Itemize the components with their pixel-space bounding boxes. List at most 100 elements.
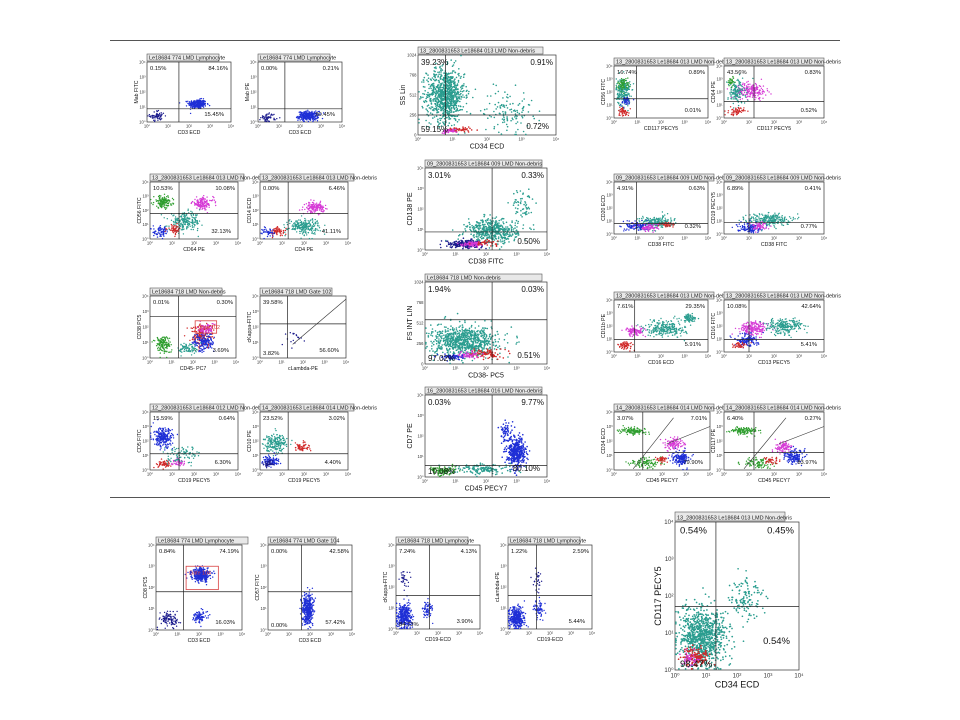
event-dot [278, 230, 281, 232]
event-dot [313, 211, 316, 213]
event-dot [504, 113, 507, 115]
event-dot [456, 115, 459, 117]
event-dot [313, 206, 316, 208]
event-dot [628, 95, 631, 97]
event-dot [631, 89, 634, 91]
x-tick-label: 10³ [518, 137, 525, 142]
event-dot [437, 101, 440, 103]
event-dot [447, 129, 449, 131]
event-dot [303, 231, 305, 234]
event-dot [168, 227, 170, 229]
event-dot [625, 96, 627, 99]
event-dot [730, 98, 732, 100]
event-dot [444, 108, 446, 111]
event-dot [164, 230, 166, 233]
event-dot [471, 242, 473, 245]
event-dot [734, 86, 737, 89]
event-dot [620, 94, 622, 96]
facs-plot-p2: Le18684 774 LMD Lymphocyte 0.00% 0.21% 90.4… [228, 48, 352, 142]
event-dot [466, 96, 468, 98]
event-dot [508, 241, 510, 243]
event-dot [443, 93, 445, 95]
event-dot [513, 238, 516, 240]
event-dot [162, 199, 165, 201]
event-dot [437, 93, 440, 95]
event-dot [455, 115, 457, 118]
y-tick-label: 10¹ [417, 227, 424, 232]
event-dot [463, 96, 465, 98]
population-navy [147, 109, 167, 123]
event-dot [754, 93, 756, 95]
event-dot [309, 223, 312, 226]
event-dot [304, 118, 307, 120]
event-dot [194, 198, 196, 201]
event-dot [165, 201, 167, 203]
population-green [727, 75, 736, 88]
y-axis-label: CD138 PE [407, 192, 414, 225]
x-tick-label: 10³ [513, 252, 520, 257]
event-dot [481, 223, 484, 226]
facs-plot-p8: 09_2800831653 Le18684 009 LMD Non-debris… [395, 154, 557, 270]
event-dot [421, 105, 423, 108]
event-dot [525, 206, 528, 209]
event-dot [435, 78, 438, 81]
event-dot [532, 115, 534, 118]
event-dot [617, 89, 620, 92]
event-dot [273, 119, 275, 121]
event-dot [459, 94, 461, 96]
event-dot [309, 225, 311, 227]
event-dot [200, 199, 202, 202]
event-dot [624, 83, 626, 85]
event-dot [620, 226, 622, 228]
event-dot [265, 117, 268, 120]
event-dot [183, 223, 185, 225]
event-dot [642, 221, 645, 223]
event-dot [294, 227, 297, 229]
event-dot [158, 115, 160, 117]
event-dot [747, 83, 749, 86]
event-dot [302, 221, 305, 223]
event-dot [173, 230, 175, 232]
event-dot [319, 209, 321, 211]
event-dot [158, 112, 161, 115]
event-dot [734, 81, 736, 83]
event-dot [477, 224, 479, 227]
event-dot [739, 107, 742, 109]
event-dot [485, 221, 488, 223]
event-dot [300, 230, 302, 233]
event-dot [306, 206, 308, 209]
event-dot [741, 85, 743, 88]
event-dot [195, 216, 197, 219]
event-dot [309, 117, 312, 120]
event-dot [265, 116, 267, 118]
event-dot [644, 224, 646, 227]
x-tick-label: 10² [186, 124, 193, 129]
event-dot [180, 219, 182, 221]
event-dot [433, 116, 436, 118]
event-dot [738, 84, 740, 86]
event-dot [167, 196, 170, 198]
event-dot [189, 225, 191, 227]
event-dot [263, 226, 266, 228]
event-dot [194, 217, 196, 219]
event-dot [462, 94, 464, 96]
event-dot [271, 233, 274, 235]
event-dot [311, 226, 313, 228]
event-dot [450, 111, 452, 114]
event-dot [275, 231, 277, 233]
event-dot [623, 106, 625, 108]
event-dot [206, 196, 208, 198]
event-dot [752, 86, 754, 88]
event-dot [626, 87, 628, 89]
event-dot [444, 129, 446, 132]
event-dot [436, 90, 438, 92]
event-dot [482, 220, 484, 222]
event-dot [510, 229, 513, 232]
event-dot [187, 100, 189, 102]
event-dot [457, 133, 460, 136]
event-dot [158, 118, 160, 120]
event-dot [729, 93, 731, 95]
event-dot [515, 122, 517, 125]
event-dot [439, 83, 442, 85]
plot-title-tab [257, 53, 331, 62]
